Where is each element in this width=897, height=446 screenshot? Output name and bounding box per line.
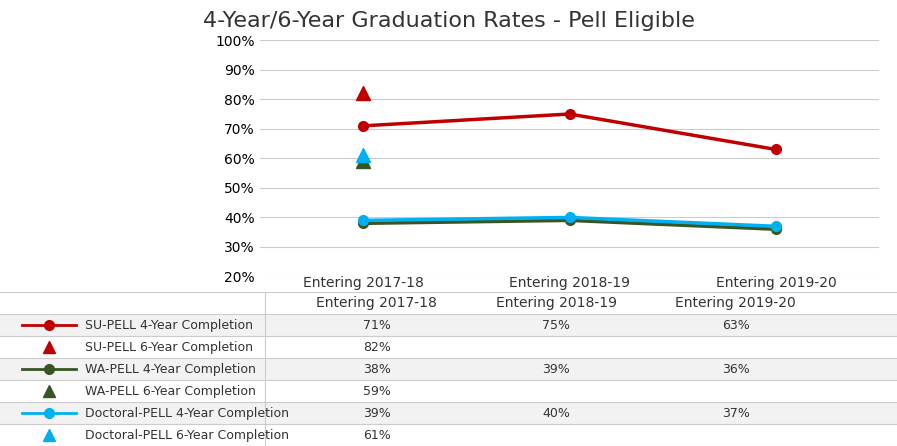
Text: 38%: 38% (362, 363, 391, 376)
Bar (0, 380, 897, 402)
Bar (0, 292, 897, 314)
Text: 39%: 39% (543, 363, 570, 376)
Text: Entering 2019-20: Entering 2019-20 (675, 296, 796, 310)
Text: Doctoral-PELL 6-Year Completion: Doctoral-PELL 6-Year Completion (85, 429, 289, 442)
Text: Entering 2018-19: Entering 2018-19 (496, 296, 616, 310)
Text: 36%: 36% (722, 363, 749, 376)
Text: 61%: 61% (363, 429, 390, 442)
Bar (0, 336, 897, 358)
Text: 63%: 63% (722, 318, 749, 332)
Text: WA-PELL 6-Year Completion: WA-PELL 6-Year Completion (85, 384, 256, 397)
Text: 71%: 71% (362, 318, 391, 332)
Text: 40%: 40% (542, 406, 570, 420)
Text: 75%: 75% (542, 318, 570, 332)
Text: 82%: 82% (362, 341, 391, 354)
Bar (0, 402, 897, 424)
Text: Entering 2019-20: Entering 2019-20 (716, 276, 836, 290)
Text: SU-PELL 4-Year Completion: SU-PELL 4-Year Completion (85, 318, 253, 332)
Bar (0, 292, 897, 314)
Text: 59%: 59% (362, 384, 391, 397)
Bar (0, 314, 897, 336)
Text: Entering 2018-19: Entering 2018-19 (509, 276, 630, 290)
Bar (0, 358, 897, 380)
Text: SU-PELL 6-Year Completion: SU-PELL 6-Year Completion (85, 341, 253, 354)
Text: Doctoral-PELL 4-Year Completion: Doctoral-PELL 4-Year Completion (85, 406, 289, 420)
Text: 39%: 39% (363, 406, 390, 420)
Text: Entering 2017-18: Entering 2017-18 (317, 296, 437, 310)
Text: 4-Year/6-Year Graduation Rates - Pell Eligible: 4-Year/6-Year Graduation Rates - Pell El… (203, 11, 694, 31)
Text: WA-PELL 4-Year Completion: WA-PELL 4-Year Completion (85, 363, 256, 376)
Text: Entering 2017-18: Entering 2017-18 (303, 276, 423, 290)
Text: 37%: 37% (721, 406, 750, 420)
